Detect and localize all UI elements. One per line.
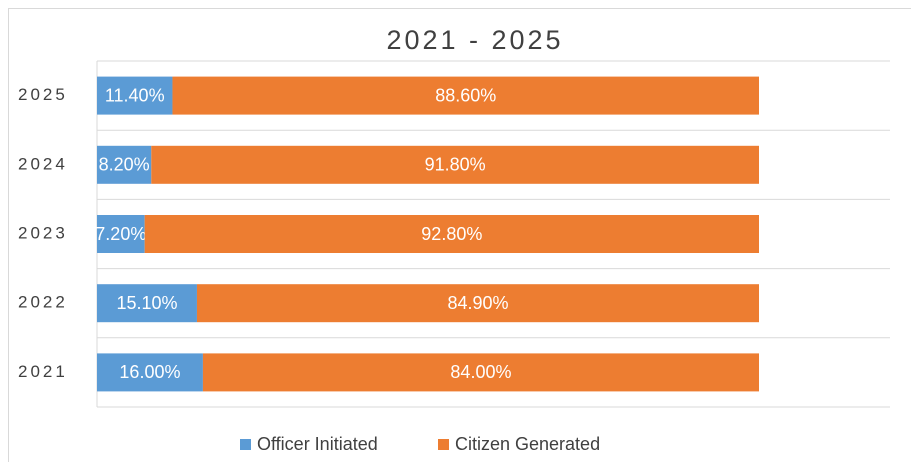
bar-segment	[144, 215, 759, 253]
y-tick-label: 2021	[18, 362, 68, 381]
bar-segment	[172, 76, 759, 115]
data-label: 88.60%	[435, 85, 496, 105]
y-tick-label: 2022	[18, 293, 68, 312]
bar-segment	[196, 284, 759, 323]
legend-label: Officer Initiated	[257, 434, 378, 454]
data-label: 11.40%	[105, 85, 165, 105]
data-label: 8.20%	[99, 155, 150, 175]
bar-segment	[151, 145, 759, 184]
legend-label: Citizen Generated	[455, 434, 600, 454]
bar-segment	[97, 215, 145, 253]
legend-swatch	[438, 439, 449, 450]
bar-segment	[97, 145, 152, 184]
data-label: 84.00%	[450, 362, 511, 382]
bar-segment	[202, 353, 760, 392]
chart-frame	[8, 8, 911, 462]
bar-segment	[97, 76, 173, 115]
y-tick-label: 2025	[18, 85, 68, 104]
y-tick-label: 2024	[18, 154, 68, 173]
bar-segment	[97, 284, 197, 323]
legend-swatch	[240, 439, 251, 450]
y-tick-label: 2023	[18, 223, 68, 242]
chart-title: 2021 - 2025	[386, 25, 563, 55]
data-label: 16.00%	[119, 362, 180, 382]
bar-segment	[97, 353, 203, 392]
data-label: 92.80%	[421, 224, 482, 244]
data-label: 91.80%	[425, 155, 486, 175]
data-label: 15.10%	[116, 293, 177, 313]
data-label: 7.20%	[95, 224, 146, 244]
data-label: 84.90%	[447, 293, 508, 313]
